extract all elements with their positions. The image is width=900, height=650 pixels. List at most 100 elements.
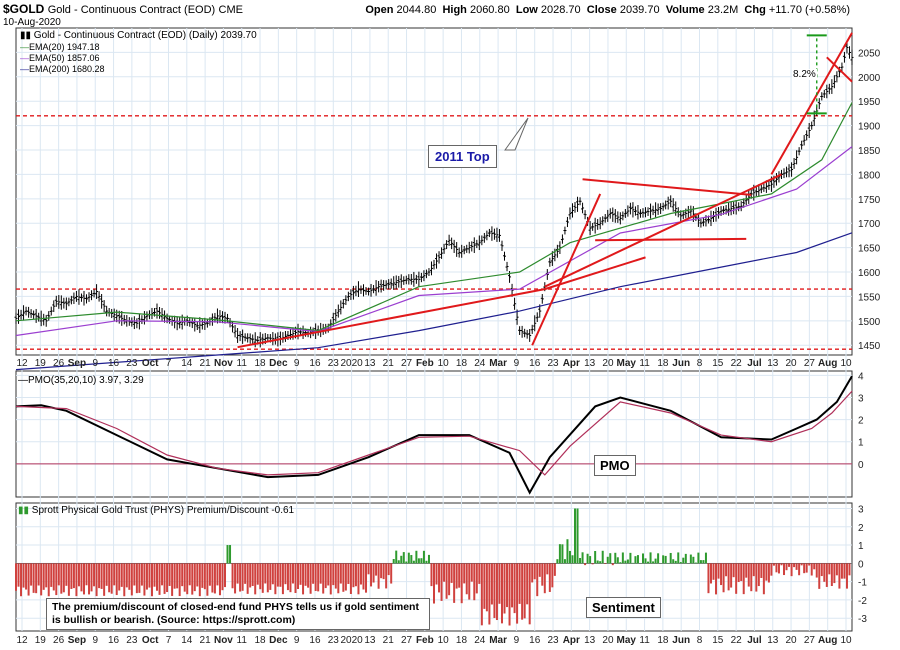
legend-phys: ▮▮ Sprott Physical Gold Trust (PHYS) Pre…: [18, 505, 294, 516]
hist-bar: [553, 563, 556, 576]
x-tick-label: 11: [639, 635, 650, 646]
x-tick-label: 16: [108, 358, 120, 369]
hist-bar: [115, 563, 118, 596]
hist-bar: [591, 563, 594, 565]
hist-bar: [652, 561, 655, 564]
hist-bar: [188, 563, 191, 586]
hist-bar: [478, 563, 481, 584]
hist-bar: [433, 563, 435, 604]
hist-bar: [500, 563, 503, 624]
x-tick-label: 2020: [340, 358, 363, 369]
hist-bar: [440, 563, 443, 601]
x-tick-label: 11: [639, 358, 650, 369]
x-tick-label: 20: [786, 635, 798, 646]
hist-bar: [349, 563, 352, 594]
hist-bar: [626, 559, 629, 564]
hist-bar: [324, 563, 327, 589]
x-tick-label: 12: [16, 635, 28, 646]
hist-bar: [158, 563, 161, 595]
high-value: 2060.80: [469, 4, 510, 16]
hist-bar: [367, 563, 370, 575]
hist-bar: [684, 553, 687, 564]
hist-bar: [516, 563, 519, 624]
hist-bar: [571, 555, 574, 564]
hist-bar: [606, 556, 609, 564]
hist-bar: [120, 563, 123, 587]
hist-bar: [788, 563, 791, 567]
trend-line: [595, 237, 747, 242]
x-tick-label: 27: [401, 358, 413, 369]
x-tick-label: 9: [92, 635, 98, 646]
x-tick-label: 15: [712, 358, 724, 369]
x-tick-label: Oct: [142, 635, 159, 646]
x-tick-label: 22: [731, 358, 743, 369]
x-tick-label: May: [617, 635, 637, 646]
annotation-pmo: PMO: [594, 455, 636, 476]
x-tick-label: 18: [254, 635, 266, 646]
hist-bar: [377, 563, 380, 589]
hist-bar: [468, 563, 471, 600]
y-tick-label: 1900: [858, 122, 881, 133]
hist-bar: [208, 563, 211, 586]
hist-bar: [644, 558, 647, 564]
open-value: 2044.80: [396, 4, 437, 16]
hist-bar: [70, 563, 73, 589]
legend-price-text: Gold - Continuous Contract (EOD) (Daily)…: [33, 30, 257, 41]
hist-bar: [211, 563, 214, 593]
y-tick-label: 1800: [858, 170, 881, 181]
hist-bar: [828, 563, 831, 575]
hist-bar: [732, 563, 735, 578]
hist-bar: [236, 563, 239, 584]
hist-bar: [80, 563, 83, 592]
hist-bar: [435, 563, 438, 585]
hist-bar: [254, 563, 257, 595]
hist-bar: [422, 550, 425, 564]
hist-bar: [840, 563, 843, 579]
hist-bar: [845, 563, 848, 589]
x-tick-label: 24: [474, 358, 486, 369]
hist-bar: [495, 563, 498, 621]
hist-bar: [173, 563, 176, 589]
open-label: Open: [365, 4, 394, 16]
trend-line: [770, 32, 853, 175]
hist-bar: [780, 563, 783, 566]
hist-bar: [770, 563, 773, 576]
legend-ema20: —EMA(20) 1947.18: [20, 42, 100, 52]
hist-bar: [62, 563, 65, 593]
hist-bar: [694, 562, 697, 564]
hist-bar: [810, 563, 813, 576]
trend-line: [826, 56, 853, 83]
hist-bar: [50, 563, 53, 587]
hist-bar: [508, 563, 511, 626]
hist-bar: [689, 554, 692, 564]
x-tick-label: 13: [767, 635, 779, 646]
x-tick-label: Dec: [269, 635, 288, 646]
hist-bar: [395, 550, 398, 564]
hist-bar: [156, 563, 159, 591]
hist-bar: [402, 552, 405, 564]
hist-bar: [380, 563, 383, 579]
hist-bar: [417, 558, 420, 564]
hist-bar: [566, 539, 569, 564]
chart-instrument-name: Gold - Continuous Contract (EOD): [47, 4, 216, 16]
hist-bar: [153, 563, 156, 587]
hist-bar: [682, 557, 685, 564]
hist-bar: [742, 563, 745, 595]
x-tick-label: 14: [181, 358, 193, 369]
legend-ema50-swatch: —: [20, 53, 29, 63]
hist-bar: [118, 563, 121, 591]
hist-bar: [526, 563, 529, 605]
hist-bar: [825, 563, 828, 587]
hist-bar: [297, 563, 300, 590]
series-ema20: [15, 102, 853, 332]
hist-bar: [82, 563, 85, 595]
hist-bar: [485, 563, 488, 612]
x-tick-label: 18: [456, 358, 468, 369]
legend-ema50: —EMA(50) 1857.06: [20, 53, 100, 63]
hist-bar: [662, 555, 665, 564]
hist-bar: [357, 563, 360, 595]
hist-bar: [531, 563, 534, 583]
x-tick-label: 24: [474, 635, 486, 646]
hist-bar: [344, 563, 347, 591]
hist-bar: [611, 563, 614, 566]
